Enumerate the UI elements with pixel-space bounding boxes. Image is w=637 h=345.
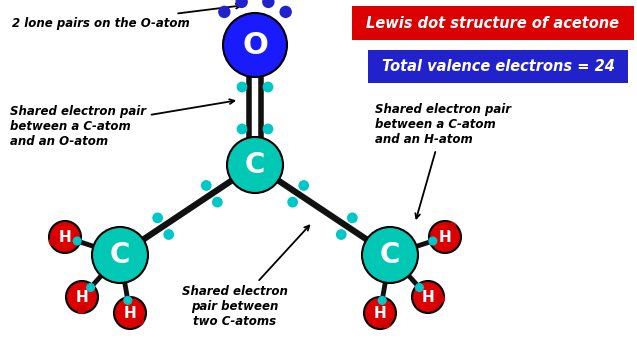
Circle shape: [73, 237, 81, 245]
Circle shape: [223, 13, 287, 77]
Circle shape: [429, 237, 437, 245]
Circle shape: [50, 238, 57, 245]
Circle shape: [263, 82, 273, 92]
Circle shape: [238, 124, 247, 134]
Circle shape: [164, 230, 173, 239]
Circle shape: [362, 227, 418, 283]
Circle shape: [213, 197, 222, 207]
Circle shape: [348, 213, 357, 223]
Circle shape: [236, 0, 247, 7]
Circle shape: [299, 181, 308, 190]
Text: H: H: [374, 306, 387, 321]
Text: Shared electron
pair between
two C-atoms: Shared electron pair between two C-atoms: [182, 226, 309, 328]
Circle shape: [412, 281, 444, 313]
Circle shape: [114, 297, 146, 329]
FancyBboxPatch shape: [368, 50, 628, 83]
Text: 2 lone pairs on the O-atom: 2 lone pairs on the O-atom: [12, 4, 241, 30]
Circle shape: [378, 297, 386, 304]
Circle shape: [436, 295, 444, 303]
Text: Lewis dot structure of acetone: Lewis dot structure of acetone: [366, 16, 620, 30]
Circle shape: [336, 230, 346, 239]
Circle shape: [66, 281, 98, 313]
Circle shape: [263, 124, 273, 134]
Circle shape: [92, 227, 148, 283]
Text: C: C: [380, 241, 400, 269]
Circle shape: [153, 213, 162, 223]
Circle shape: [201, 181, 211, 190]
Circle shape: [227, 137, 283, 193]
Circle shape: [219, 7, 230, 17]
Text: C: C: [110, 241, 130, 269]
Circle shape: [364, 297, 396, 329]
Circle shape: [238, 82, 247, 92]
Text: H: H: [76, 289, 89, 305]
Circle shape: [87, 284, 94, 292]
Text: Total valence electrons = 24: Total valence electrons = 24: [382, 59, 615, 74]
Circle shape: [136, 317, 143, 325]
Circle shape: [49, 221, 81, 253]
Circle shape: [429, 221, 461, 253]
Text: H: H: [422, 289, 434, 305]
Text: H: H: [439, 229, 452, 245]
Text: H: H: [124, 306, 136, 321]
Circle shape: [448, 223, 455, 230]
FancyBboxPatch shape: [352, 6, 634, 40]
Circle shape: [288, 197, 297, 207]
Text: Shared electron pair
between a C-atom
and an O-atom: Shared electron pair between a C-atom an…: [10, 99, 234, 148]
Circle shape: [382, 320, 390, 328]
Text: C: C: [245, 151, 265, 179]
Circle shape: [124, 297, 132, 304]
Text: H: H: [59, 229, 71, 245]
Circle shape: [415, 284, 423, 292]
Circle shape: [263, 0, 274, 7]
Circle shape: [280, 7, 291, 17]
Text: Shared electron pair
between a C-atom
and an H-atom: Shared electron pair between a C-atom an…: [375, 104, 511, 218]
Circle shape: [78, 306, 85, 313]
Text: O: O: [242, 30, 268, 59]
